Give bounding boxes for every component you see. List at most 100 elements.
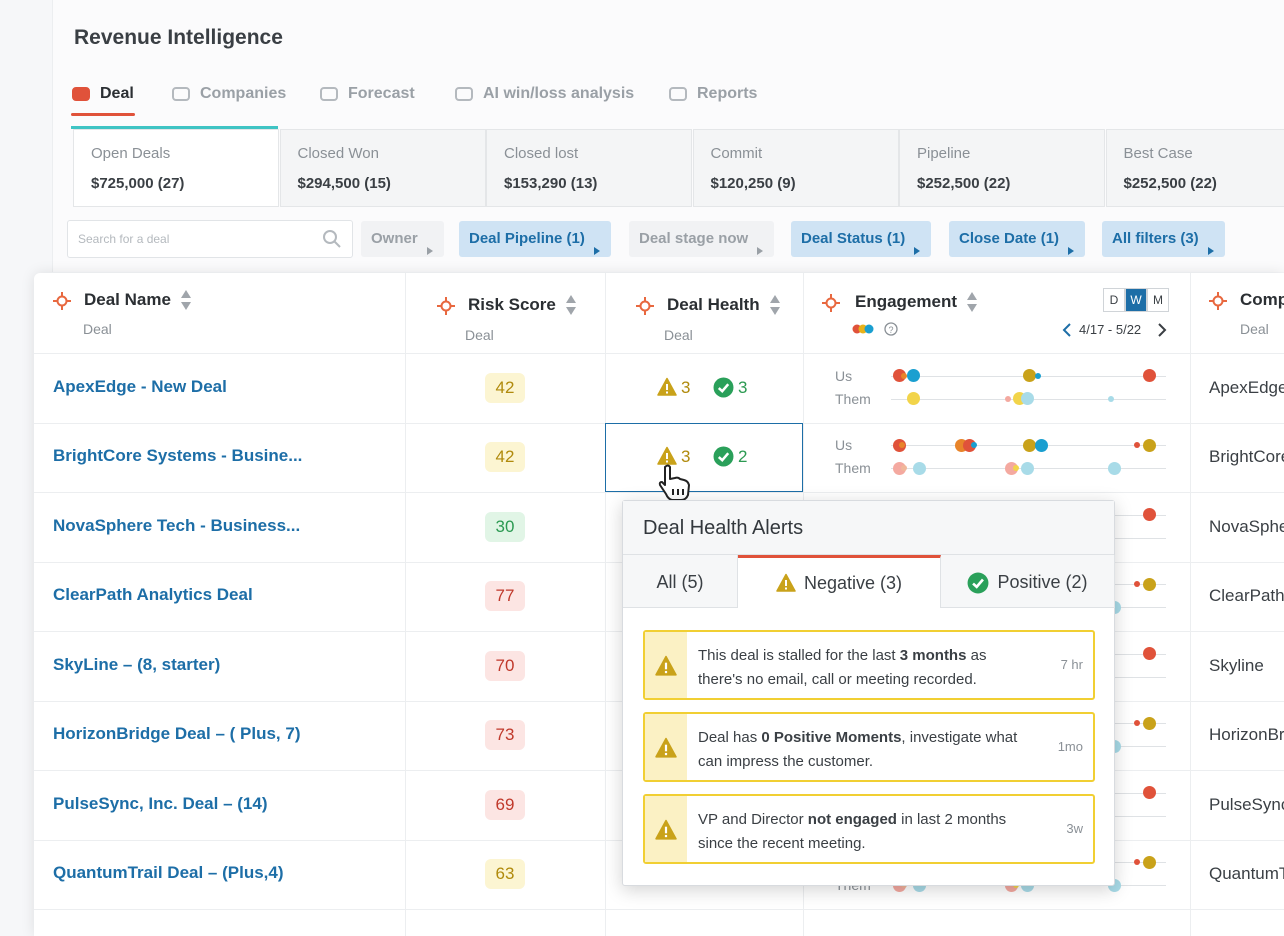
engagement-dot (1035, 438, 1048, 452)
engagement-dot (901, 372, 907, 379)
column-title[interactable]: Deal Health (667, 295, 760, 314)
icon-shape (664, 826, 668, 834)
deal-health-popup: Deal Health Alerts All (5) Negative (3) Po… (622, 500, 1115, 886)
filter-chip[interactable]: Deal Status (1) (791, 221, 932, 257)
row-divider (34, 492, 1284, 493)
filter-caret (426, 234, 434, 270)
summary-card: Closed lost $153,290 (13) (486, 129, 692, 207)
deal-name[interactable]: ApexEdge - New Deal (53, 376, 227, 396)
filter-chip[interactable]: Deal stage now (629, 221, 775, 257)
period-toggle[interactable]: W (1125, 288, 1147, 312)
filter-label: Deal stage now (639, 230, 749, 247)
icon-shape (181, 302, 191, 310)
icon-shape (669, 87, 687, 101)
tab[interactable]: Reports (697, 85, 758, 102)
search-box[interactable]: Search for a deal (67, 220, 353, 258)
icon-shape (56, 295, 68, 307)
icon-shape (566, 295, 576, 315)
popup-header: Deal Health Alerts (623, 501, 1114, 555)
tab-icon (454, 84, 476, 109)
column-icon (821, 293, 841, 318)
icon-shape (323, 230, 341, 248)
alert-text-part: as there's no email, call or meeting rec… (698, 647, 987, 688)
alert-text: VP and Director not engaged in last 2 mo… (698, 808, 1028, 856)
icon-shape (770, 307, 780, 315)
alert-time: 7 hr (1060, 657, 1083, 672)
sort-icon (769, 294, 781, 321)
popup-tab-content: All (5) (623, 572, 737, 593)
sort-icon (565, 294, 577, 321)
deal-name[interactable]: HorizonBridge Deal – ( Plus, 7) (53, 724, 301, 744)
tab[interactable]: Forecast (348, 85, 415, 102)
deal-name[interactable]: BrightCore Systems - Busine... (53, 446, 303, 466)
column-icon (1208, 291, 1228, 316)
summary-value: $153,290 (13) (504, 175, 598, 192)
column-sub: Deal (1240, 321, 1269, 337)
tab[interactable]: Companies (200, 85, 287, 102)
icon-shape (784, 580, 787, 586)
positive-icon (713, 377, 734, 403)
icon-shape (181, 290, 191, 298)
icon-shape (437, 297, 455, 315)
period-toggle[interactable]: D (1103, 288, 1125, 312)
alert-card: This deal is stalled for the last 3 mont… (643, 630, 1095, 700)
row-divider (34, 353, 1284, 354)
popup-title: Deal Health Alerts (643, 517, 804, 539)
popup-tab-label: Positive (2) (997, 572, 1088, 592)
engagement-dot (1005, 461, 1018, 475)
filter-caret (593, 234, 601, 270)
engagement-label: Us (835, 437, 853, 454)
column-title[interactable]: Engagement (855, 292, 958, 311)
deal-name[interactable]: PulseSync, Inc. Deal – (14) (53, 793, 268, 813)
alert-text-bold: 3 months (899, 647, 967, 664)
engagement-dot (1143, 716, 1156, 730)
engagement-label: Them (835, 460, 871, 477)
filter-label: Close Date (1) (959, 230, 1060, 247)
column-divider (605, 273, 606, 936)
icon-shape (636, 297, 654, 315)
summary-label: Open Deals (91, 145, 171, 162)
icon-shape (968, 572, 989, 594)
popup-tab-label: All (5) (656, 572, 704, 592)
icon-shape (770, 295, 780, 315)
risk-badge: 30 (485, 511, 525, 542)
engagement-dot (1143, 508, 1156, 522)
risk-badge: 73 (485, 720, 525, 751)
icon-shape (1209, 292, 1227, 310)
alert-text-part: , investigate what can impress the custo… (698, 729, 1018, 770)
column-title[interactable]: Comp (1240, 290, 1284, 309)
popup-tab[interactable]: Positive (2) (941, 555, 1115, 608)
company-name: HorizonBridge (1209, 725, 1284, 745)
alert-icon-strip (645, 632, 687, 698)
column-title[interactable]: Risk Score (468, 295, 556, 314)
popup-tab[interactable]: Negative (3) (738, 555, 941, 608)
period-toggle[interactable]: M (1147, 288, 1169, 312)
deal-name[interactable]: SkyLine – (8, starter) (53, 654, 221, 674)
company-name: BrightCore (1209, 447, 1284, 467)
engagement-dot (1143, 786, 1156, 800)
negative-count: 3 (681, 447, 691, 467)
deal-name[interactable]: ClearPath Analytics Deal (53, 585, 253, 605)
tab-icon (319, 84, 341, 109)
engagement-dot (1023, 438, 1036, 452)
icon-shape (1212, 295, 1224, 307)
filter-chip[interactable]: Owner (361, 221, 444, 257)
tab-underline (71, 113, 135, 116)
deal-name[interactable]: QuantumTrail Deal – (Plus,4) (53, 863, 284, 883)
filter-chip[interactable]: Deal Pipeline (1) (459, 221, 611, 257)
column-title[interactable]: Deal Name (84, 290, 171, 309)
page-title: Revenue Intelligence (74, 26, 283, 49)
tab[interactable]: AI win/loss analysis (483, 85, 635, 102)
icon-shape (593, 247, 600, 255)
tab[interactable]: Deal (100, 85, 134, 102)
filter-chip[interactable]: All filters (3) (1102, 221, 1225, 257)
engagement-dot (971, 442, 977, 449)
summary-value: $252,500 (22) (917, 175, 1011, 192)
summary-card: Open Deals $725,000 (27) (73, 129, 279, 207)
popup-tab[interactable]: All (5) (623, 555, 738, 608)
deal-name[interactable]: NovaSphere Tech - Business... (53, 515, 301, 535)
filter-chip[interactable]: Close Date (1) (949, 221, 1086, 257)
icon-shape (1209, 292, 1227, 310)
column-icon (52, 291, 72, 316)
engagement-dot (1005, 395, 1011, 402)
